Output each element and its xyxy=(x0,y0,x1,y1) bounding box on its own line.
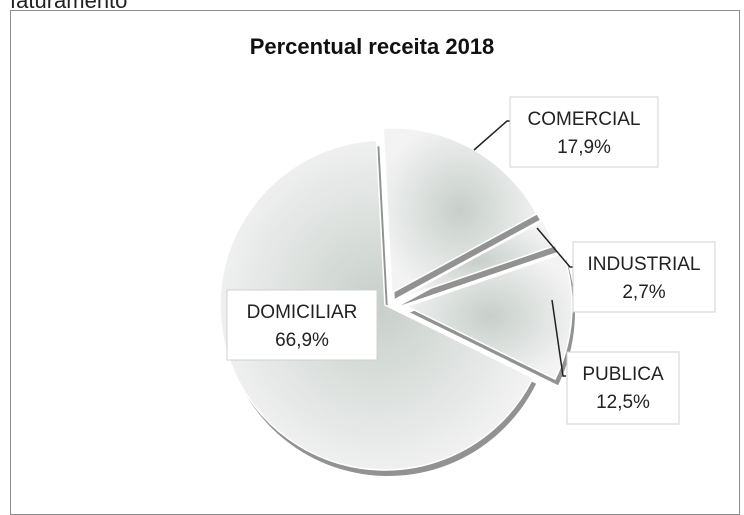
chart-title: Percentual receita 2018 xyxy=(249,34,495,59)
data-label-box-industrial xyxy=(572,241,716,313)
data-label-value-industrial: 2,7% xyxy=(622,282,665,303)
pie-slice-comercial xyxy=(382,127,538,295)
data-label-value-domiciliar: 66,9% xyxy=(275,330,329,351)
data-label-box-comercial xyxy=(509,96,659,168)
leader-line-comercial xyxy=(473,120,510,151)
data-label-value-comercial: 17,9% xyxy=(557,137,611,158)
data-label-category-industrial: INDUSTRIAL xyxy=(588,254,701,275)
data-label-category-publica: PUBLICA xyxy=(582,364,664,385)
pie-slice-industrial xyxy=(397,219,555,301)
data-label-box-domiciliar xyxy=(226,289,378,361)
data-label-category-domiciliar: DOMICILIAR xyxy=(247,302,358,323)
pie-label-layer: COMERCIAL 17,9% INDUSTRIAL 2,7% PUBLICA 12,5%… xyxy=(226,96,716,425)
leader-line-publica xyxy=(551,299,566,377)
header-fragment-text: faturamento xyxy=(10,0,128,13)
data-label-box-publica xyxy=(566,351,680,425)
data-label-category-comercial: COMERCIAL xyxy=(528,109,641,130)
leader-line-industrial xyxy=(536,227,573,268)
data-label-value-publica: 12,5% xyxy=(596,392,650,413)
